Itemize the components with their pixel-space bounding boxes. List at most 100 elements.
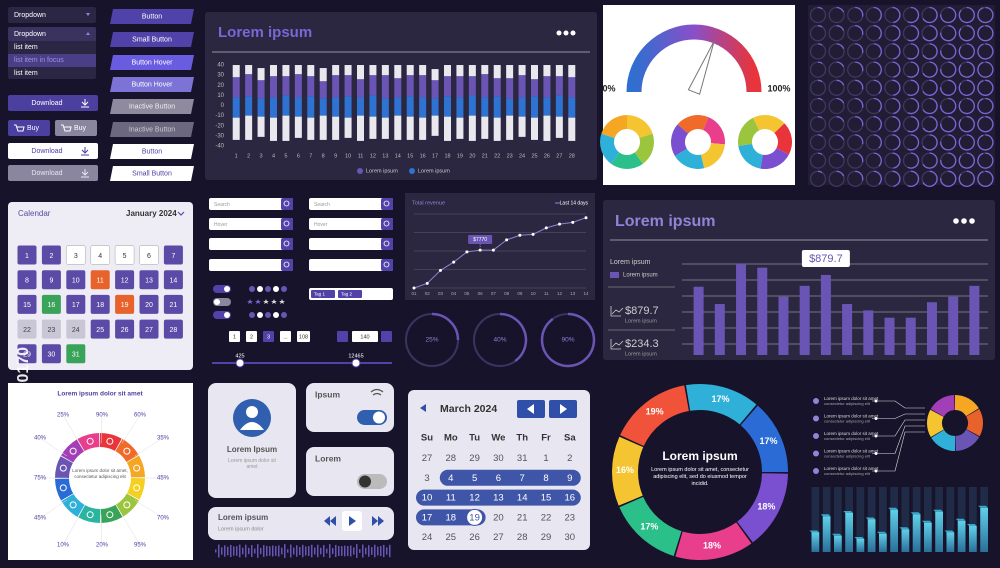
input[interactable] [309,259,393,271]
calendar-day[interactable] [114,245,135,265]
control[interactable] [255,299,261,304]
control[interactable] [249,312,255,318]
calendar-day-label[interactable]: 4 [98,253,102,260]
button-label[interactable]: Button [142,13,162,20]
control[interactable] [265,286,271,292]
calendar-day[interactable]: 6 [496,473,501,484]
calendar-day[interactable] [139,245,159,265]
calendar-day[interactable]: 9 [567,473,572,484]
calendar-day[interactable] [163,270,183,290]
button-label[interactable]: Download [31,170,62,177]
button[interactable] [110,55,194,70]
list-item[interactable]: list item [14,70,38,77]
control[interactable] [281,312,287,318]
calendar-day-label[interactable]: 8 [25,278,29,285]
page-button[interactable] [229,331,240,342]
calendar-day[interactable] [17,245,37,265]
page-button[interactable] [280,331,291,342]
control[interactable] [257,286,263,292]
stepper-minus[interactable] [337,331,348,342]
calendar-day[interactable]: 2 [567,453,572,464]
control[interactable] [247,299,253,304]
calendar-day[interactable]: 5 [472,473,477,484]
calendar-day[interactable]: 23 [565,512,576,523]
input-button[interactable] [381,218,393,230]
page-label[interactable]: 2 [250,334,253,340]
calendar-day[interactable]: 17 [422,512,433,523]
calendar-day[interactable] [163,294,183,314]
page-button[interactable] [263,331,274,342]
calendar-day-label[interactable]: 2 [49,253,53,260]
calendar-day[interactable] [65,245,86,265]
button[interactable] [110,77,194,92]
calendar-day[interactable]: 15 [541,493,552,504]
calendar-day[interactable]: 20 [493,512,504,523]
calendar-day[interactable]: 30 [493,453,504,464]
tag[interactable] [311,290,335,298]
calendar-day-label[interactable]: 14 [170,278,178,285]
menu-dot[interactable] [570,30,576,36]
tag[interactable] [338,290,362,298]
calendar-day[interactable] [90,270,110,290]
input[interactable] [309,218,393,230]
calendar-day[interactable]: 18 [446,512,457,523]
calendar-day[interactable]: 8 [543,473,548,484]
control[interactable] [273,286,279,292]
page-label[interactable]: 1 [233,334,236,340]
calendar-day[interactable] [41,270,61,290]
calendar-day[interactable] [115,319,135,339]
calendar-day-label[interactable]: 10 [72,278,80,285]
input[interactable] [209,238,293,250]
calendar-day-label[interactable]: 6 [147,253,151,260]
stepper-plus[interactable] [381,331,392,342]
control[interactable] [273,312,279,318]
calendar-day-label[interactable]: 7 [171,253,175,260]
button[interactable] [8,120,50,136]
calendar-day[interactable]: 12 [469,493,480,504]
menu-dot[interactable] [953,218,959,224]
input-button[interactable] [381,259,393,271]
calendar-day-label[interactable]: 15 [23,302,31,309]
control[interactable] [263,299,269,304]
calendar-day[interactable] [115,270,135,290]
calendar-day[interactable] [139,319,159,339]
calendar-day[interactable]: 1 [543,453,548,464]
button-label[interactable]: Inactive Button [129,103,175,110]
calendar-day[interactable]: 22 [541,512,552,523]
input[interactable] [209,259,293,271]
calendar-day-label[interactable]: 30 [48,352,56,359]
button[interactable] [110,122,194,137]
button-label[interactable]: Download [31,148,62,155]
calendar-day[interactable]: 28 [446,453,457,464]
input[interactable] [209,218,293,230]
calendar-day-label[interactable]: 19 [121,302,129,309]
calendar-day[interactable]: 30 [565,532,576,543]
calendar-day[interactable] [66,270,86,290]
calendar-day-label[interactable]: 21 [170,302,178,309]
calendar-day[interactable] [17,319,37,339]
calendar-day-label[interactable]: 1 [25,253,29,260]
slider-knob[interactable] [351,358,361,368]
calendar-day[interactable] [17,270,37,290]
calendar-day[interactable] [41,319,61,339]
button-label[interactable]: Small Button [132,36,172,43]
button[interactable] [8,165,98,181]
calendar-day[interactable]: 4 [448,473,453,484]
calendar-day[interactable] [41,245,61,265]
calendar-day-label[interactable]: 29 [23,352,31,359]
calendar-day-label[interactable]: 25 [96,327,104,334]
button-label[interactable]: Buy [27,125,40,132]
calendar-day[interactable]: 10 [422,493,433,504]
calendar-day[interactable] [17,344,37,364]
calendar-day[interactable]: 27 [422,453,433,464]
calendar-day-label[interactable]: 23 [48,327,56,334]
calendar-day-label[interactable]: 26 [121,327,129,334]
calendar-day[interactable] [41,294,61,314]
page-label[interactable]: ... [283,334,288,340]
calendar-day[interactable] [41,344,61,364]
calendar-day[interactable] [17,294,37,314]
calendar-day[interactable] [90,245,111,265]
button[interactable] [110,144,194,159]
prev-arrow[interactable] [420,404,426,412]
button-label[interactable]: Button [142,148,162,155]
